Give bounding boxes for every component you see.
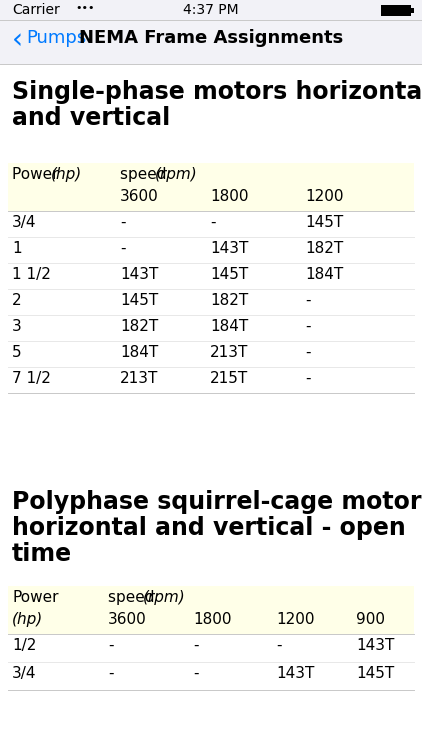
- Bar: [0, 20, 422, 64]
- Bar: [381, 5, 411, 16]
- Text: Power: Power: [12, 167, 63, 182]
- Text: speed: speed: [120, 167, 171, 182]
- Text: 5: 5: [12, 345, 22, 360]
- Text: Single-phase motors horizontal: Single-phase motors horizontal: [12, 80, 422, 104]
- Text: 7 1/2: 7 1/2: [12, 371, 51, 386]
- Text: 143T: 143T: [210, 241, 249, 256]
- Text: 1200: 1200: [276, 612, 314, 627]
- Text: 3: 3: [12, 319, 22, 334]
- Text: 182T: 182T: [210, 293, 248, 308]
- Text: 145T: 145T: [210, 267, 248, 282]
- Bar: [0, 0, 422, 20]
- Text: -: -: [276, 638, 281, 653]
- Text: -: -: [305, 345, 311, 360]
- Text: 182T: 182T: [305, 241, 343, 256]
- Text: time: time: [12, 542, 72, 566]
- Text: -: -: [305, 293, 311, 308]
- Text: -: -: [120, 241, 125, 256]
- Text: -: -: [193, 638, 198, 653]
- Text: 1/2: 1/2: [12, 638, 36, 653]
- Text: 145T: 145T: [120, 293, 158, 308]
- Text: 1800: 1800: [193, 612, 232, 627]
- Text: 184T: 184T: [210, 319, 248, 334]
- Text: -: -: [108, 638, 114, 653]
- Bar: [8, 586, 414, 634]
- Text: 215T: 215T: [210, 371, 248, 386]
- Text: Carrier: Carrier: [12, 3, 60, 17]
- Text: 184T: 184T: [305, 267, 343, 282]
- Text: ‹: ‹: [12, 26, 23, 54]
- Text: Polyphase squirrel-cage motors: Polyphase squirrel-cage motors: [12, 490, 422, 514]
- Text: 3600: 3600: [108, 612, 147, 627]
- Text: -: -: [108, 666, 114, 681]
- Text: NEMA Frame Assignments: NEMA Frame Assignments: [79, 29, 343, 47]
- Text: -: -: [305, 319, 311, 334]
- Text: speed: speed: [108, 590, 160, 605]
- Text: 145T: 145T: [305, 215, 343, 230]
- Text: 182T: 182T: [120, 319, 158, 334]
- Text: 3/4: 3/4: [12, 215, 36, 230]
- Text: 213T: 213T: [210, 345, 249, 360]
- Text: 1200: 1200: [305, 189, 344, 204]
- Text: 143T: 143T: [276, 666, 314, 681]
- Text: (rpm): (rpm): [155, 167, 198, 182]
- Text: 184T: 184T: [120, 345, 158, 360]
- Text: 213T: 213T: [120, 371, 158, 386]
- Text: (rpm): (rpm): [143, 590, 186, 605]
- Text: horizontal and vertical - open: horizontal and vertical - open: [12, 516, 406, 540]
- Text: -: -: [193, 666, 198, 681]
- Bar: [8, 163, 414, 211]
- Text: and vertical: and vertical: [12, 106, 170, 130]
- Text: 3/4: 3/4: [12, 666, 36, 681]
- Text: 143T: 143T: [356, 638, 395, 653]
- Text: 4:37 PM: 4:37 PM: [183, 3, 239, 17]
- Text: 143T: 143T: [120, 267, 158, 282]
- Text: (hp): (hp): [12, 612, 43, 627]
- Text: Pumps: Pumps: [26, 29, 86, 47]
- Text: 900: 900: [356, 612, 385, 627]
- Text: -: -: [210, 215, 216, 230]
- Text: -: -: [305, 371, 311, 386]
- Text: 1: 1: [12, 241, 22, 256]
- Text: •••: •••: [75, 3, 95, 13]
- Text: 1800: 1800: [210, 189, 249, 204]
- Text: (hp): (hp): [51, 167, 82, 182]
- Text: 3600: 3600: [120, 189, 159, 204]
- Text: Power: Power: [12, 590, 59, 605]
- Bar: [411, 8, 414, 13]
- Text: -: -: [120, 215, 125, 230]
- Text: 145T: 145T: [356, 666, 394, 681]
- Text: 2: 2: [12, 293, 22, 308]
- Text: 1 1/2: 1 1/2: [12, 267, 51, 282]
